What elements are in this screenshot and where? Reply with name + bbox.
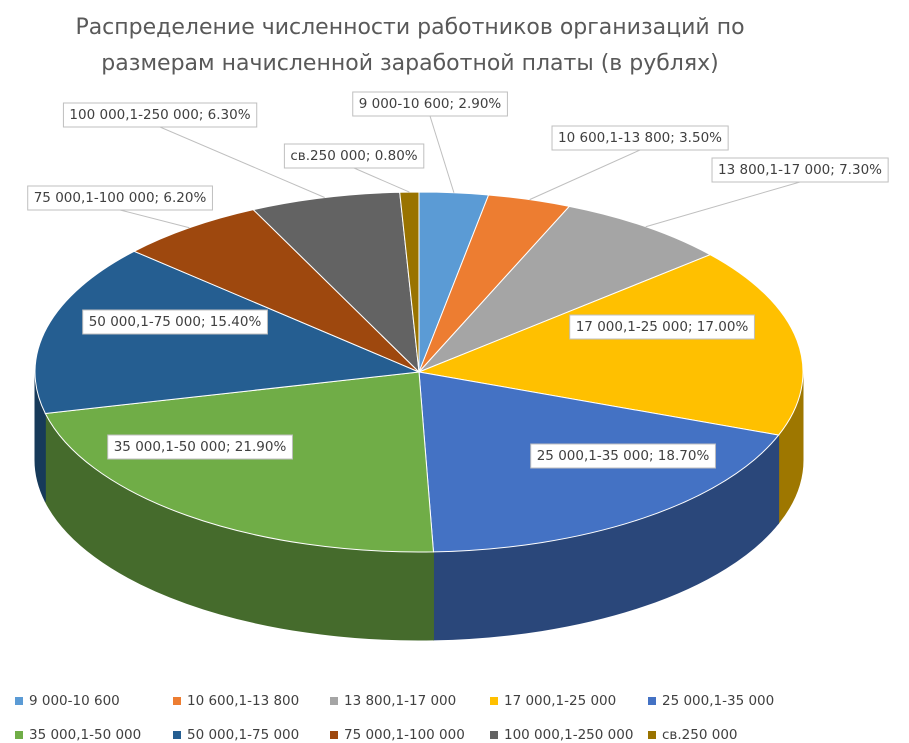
legend-swatch [15, 731, 23, 739]
data-label-text: 13 800,1-17 000; 7.30% [718, 162, 882, 178]
legend-swatch [648, 731, 656, 739]
legend-label: 9 000-10 600 [29, 693, 120, 709]
legend-swatch [490, 697, 498, 705]
data-label: 100 000,1-250 000; 6.30% [62, 102, 258, 128]
label-separator: ; [366, 148, 375, 164]
legend-swatch [173, 697, 181, 705]
label-separator: ; [226, 439, 235, 455]
label-value: 6.20% [163, 190, 206, 206]
label-separator: ; [649, 448, 658, 464]
label-value: 18.70% [658, 448, 710, 464]
label-value: 7.30% [839, 162, 882, 178]
label-box [530, 443, 716, 469]
label-separator: ; [830, 162, 839, 178]
label-box [62, 102, 258, 128]
data-label: 17 000,1-25 000; 17.00% [569, 314, 755, 340]
label-separator: ; [199, 107, 208, 123]
data-label-text: 17 000,1-25 000; 17.00% [576, 319, 749, 335]
data-label-text: 100 000,1-250 000; 6.30% [69, 107, 250, 123]
legend-swatch [490, 731, 498, 739]
label-category: 75 000,1-100 000 [34, 190, 155, 206]
label-box [82, 309, 268, 335]
label-category: 10 600,1-13 800 [558, 130, 670, 146]
label-value: 17.00% [697, 319, 749, 335]
label-value: 15.40% [210, 314, 262, 330]
label-box [551, 125, 729, 151]
slice [417, 254, 804, 436]
legend-label: 35 000,1-50 000 [29, 727, 141, 743]
label-category: св.250 000 [290, 148, 366, 164]
data-label-text: 9 000-10 600; 2.90% [359, 96, 502, 112]
legend-swatch [648, 697, 656, 705]
leader-line [429, 115, 455, 193]
legend-label: 10 600,1-13 800 [187, 693, 299, 709]
data-label: 50 000,1-75 000; 15.40% [82, 309, 268, 335]
data-label: св.250 000; 0.80% [283, 143, 425, 169]
label-value: 6.30% [208, 107, 251, 123]
data-label: 10 600,1-13 800; 3.50% [551, 125, 729, 151]
label-separator: ; [670, 130, 679, 146]
label-box [569, 314, 755, 340]
label-box [27, 185, 213, 211]
label-category: 100 000,1-250 000 [69, 107, 198, 123]
legend-label: 25 000,1-35 000 [662, 693, 774, 709]
label-box [107, 434, 293, 460]
legend-label: св.250 000 [662, 727, 738, 743]
label-category: 13 800,1-17 000 [718, 162, 830, 178]
chart-title: Распределение численности работников орг… [75, 15, 745, 76]
label-box [283, 143, 425, 169]
data-label-text: 75 000,1-100 000; 6.20% [34, 190, 207, 206]
legend-label: 100 000,1-250 000 [504, 727, 633, 743]
data-label: 25 000,1-35 000; 18.70% [530, 443, 716, 469]
legend-label: 75 000,1-100 000 [344, 727, 465, 743]
leader-line [529, 149, 641, 201]
label-category: 25 000,1-35 000 [537, 448, 649, 464]
label-value: 2.90% [458, 96, 501, 112]
label-separator: ; [688, 319, 697, 335]
label-box [352, 91, 508, 117]
data-label: 9 000-10 600; 2.90% [352, 91, 508, 117]
data-label: 13 800,1-17 000; 7.30% [711, 157, 889, 183]
label-category: 50 000,1-75 000 [89, 314, 201, 330]
legend-label: 17 000,1-25 000 [504, 693, 616, 709]
label-category: 17 000,1-25 000 [576, 319, 688, 335]
label-category: 9 000-10 600 [359, 96, 450, 112]
legend-swatch [15, 697, 23, 705]
data-label-text: св.250 000; 0.80% [290, 148, 417, 164]
label-value: 3.50% [679, 130, 722, 146]
data-label-text: 50 000,1-75 000; 15.40% [89, 314, 262, 330]
legend-swatch [330, 731, 338, 739]
data-label-text: 35 000,1-50 000; 21.90% [114, 439, 287, 455]
slice [44, 371, 435, 553]
leader-line [159, 126, 325, 198]
legend-label: 50 000,1-75 000 [187, 727, 299, 743]
legend-swatch [173, 731, 181, 739]
data-label-text: 10 600,1-13 800; 3.50% [558, 130, 722, 146]
data-label: 35 000,1-50 000; 21.90% [107, 434, 293, 460]
label-separator: ; [450, 96, 459, 112]
leader-line [353, 167, 410, 193]
label-category: 35 000,1-50 000 [114, 439, 226, 455]
legend-label: 13 800,1-17 000 [344, 693, 456, 709]
label-value: 0.80% [375, 148, 418, 164]
leader-line [119, 209, 190, 229]
label-box [711, 157, 889, 183]
label-separator: ; [155, 190, 164, 206]
label-value: 21.90% [235, 439, 287, 455]
label-separator: ; [201, 314, 210, 330]
slice [418, 205, 712, 373]
legend-swatch [330, 697, 338, 705]
data-label-text: 25 000,1-35 000; 18.70% [537, 448, 710, 464]
data-label: 75 000,1-100 000; 6.20% [27, 185, 213, 211]
leader-line [645, 181, 801, 228]
slice [132, 209, 420, 373]
